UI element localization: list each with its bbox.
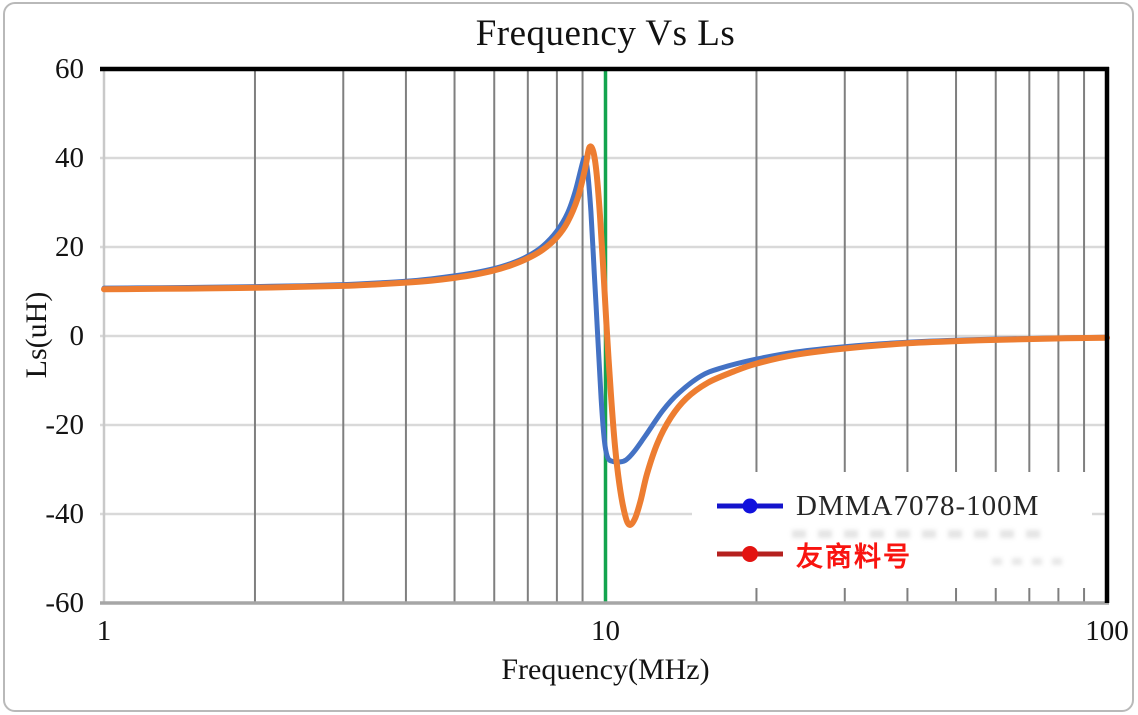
x-axis-label: Frequency(MHz): [501, 653, 710, 686]
legend: DMMA7078-100M 友商料号: [692, 472, 1092, 588]
x-tick-label: 10: [591, 615, 620, 647]
legend-swatch-blue-line-icon: [717, 498, 783, 514]
series-curve-competitor: [101, 143, 1110, 528]
legend-swatch-red-line-icon: [717, 546, 783, 562]
legend-label-competitor: 友商料号: [796, 541, 912, 573]
x-tick-label: 1: [96, 615, 112, 647]
legend-item-competitor: 友商料号: [716, 535, 1092, 573]
y-tick-label: 40: [55, 142, 84, 174]
legend-item-dmma7078: DMMA7078-100M: [716, 487, 1092, 525]
y-tick-label: -20: [45, 409, 84, 441]
x-tick-label: 100: [1085, 615, 1129, 647]
legend-label-dmma7078: DMMA7078-100M: [796, 489, 1040, 522]
y-tick-label: 20: [55, 231, 84, 263]
y-tick-label: -40: [45, 498, 84, 530]
y-axis-label: Ls(uH): [20, 291, 53, 379]
chart-title: Frequency Vs Ls: [475, 13, 736, 54]
y-tick-label: 0: [69, 320, 85, 352]
y-tick-label: 60: [55, 53, 84, 85]
y-tick-label: -60: [45, 587, 84, 619]
